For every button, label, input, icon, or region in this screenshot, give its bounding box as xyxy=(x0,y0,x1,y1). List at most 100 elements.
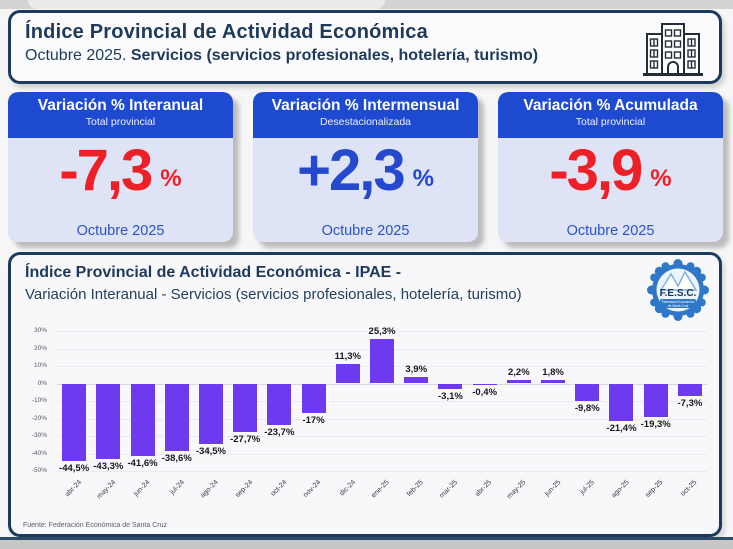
top-strip xyxy=(0,0,733,9)
x-tick-label: dic-24 xyxy=(338,479,357,498)
x-tick-label: jun-24 xyxy=(132,479,152,498)
percent-sign: % xyxy=(412,165,434,192)
x-tick-label: ene-25 xyxy=(370,479,391,500)
kpi-card-header: Variación % Intermensual Desestacionaliz… xyxy=(253,92,478,138)
kpi-card-acumulada: Variación % Acumulada Total provincial -… xyxy=(498,92,723,242)
x-tick-label: jul-25 xyxy=(579,479,597,497)
kpi-body: +2,3% Octubre 2025 xyxy=(253,142,478,242)
svg-text:F.E.S.C.: F.E.S.C. xyxy=(660,288,697,299)
x-tick-label: ago-25 xyxy=(610,479,631,500)
page-subtitle-sector: Servicios (servicios profesionales, hote… xyxy=(130,47,539,64)
x-tick-label: sep-25 xyxy=(644,479,665,500)
bar-value-label: -38,6% xyxy=(161,453,192,465)
bar-nov-24 xyxy=(301,383,326,414)
bar-value-label: -34,5% xyxy=(195,445,226,457)
kpi-value: -7,3% xyxy=(59,138,182,203)
bar-value-label: -0,4% xyxy=(472,386,498,398)
chart-panel: Índice Provincial de Actividad Económica… xyxy=(8,252,722,537)
bar-value-label: -3,1% xyxy=(437,390,463,402)
page-title: Índice Provincial de Actividad Económica xyxy=(25,21,428,43)
kpi-title: Variación % Acumulada xyxy=(523,97,698,114)
bar-dic-24 xyxy=(335,363,360,384)
gridline xyxy=(57,436,707,437)
x-tick-label: ago-24 xyxy=(199,479,220,500)
fesc-logo: F.E.S.C. Federación Económica de Santa C… xyxy=(647,259,709,321)
kpi-period: Octubre 2025 xyxy=(566,223,655,239)
bar-value-label: 25,3% xyxy=(368,326,396,338)
gridline xyxy=(57,331,707,332)
bar-jun-25 xyxy=(541,380,566,384)
bottom-rule xyxy=(0,537,733,540)
kpi-card-header: Variación % Acumulada Total provincial xyxy=(498,92,723,138)
y-tick-label: -20% xyxy=(31,414,47,422)
x-tick-label: mar-25 xyxy=(438,479,460,500)
page-subtitle: Octubre 2025. Servicios (servicios profe… xyxy=(25,47,707,65)
bar-ene-25 xyxy=(370,339,394,384)
bar-ago-24 xyxy=(198,383,223,444)
building-icon xyxy=(643,23,703,76)
kpi-value: +2,3% xyxy=(297,138,434,203)
bar-value-label: -7,3% xyxy=(677,398,703,410)
bar-abr-24 xyxy=(62,383,87,462)
bar-oct-25 xyxy=(677,383,702,397)
top-pill-decoration xyxy=(28,0,385,9)
bar-value-label: 2,2% xyxy=(508,366,530,378)
x-tick-label: jun-25 xyxy=(543,479,562,498)
bar-may-24 xyxy=(96,383,121,460)
kpi-title: Variación % Intermensual xyxy=(271,97,460,114)
x-tick-label: oct-25 xyxy=(680,479,699,498)
percent-sign: % xyxy=(160,165,182,192)
kpi-body: -3,9% Octubre 2025 xyxy=(498,142,723,242)
gridline xyxy=(57,418,707,420)
kpi-body: -7,3% Octubre 2025 xyxy=(8,142,233,242)
bar-ago-25 xyxy=(609,383,634,421)
bar-value-label: -17% xyxy=(302,415,325,427)
bar-feb-25 xyxy=(404,376,429,384)
kpi-subtitle: Desestacionalizada xyxy=(319,116,412,128)
x-tick-label: jul-24 xyxy=(168,479,186,497)
bar-abr-25 xyxy=(472,383,497,385)
y-tick-label: 0% xyxy=(37,379,47,387)
chart-title: Índice Provincial de Actividad Económica… xyxy=(25,264,402,281)
bar-value-label: -44,5% xyxy=(59,463,90,475)
kpi-subtitle: Total provincial xyxy=(85,116,156,128)
kpi-card-header: Variación % Interanual Total provincial xyxy=(8,92,233,138)
bar-value-label: 1,8% xyxy=(542,367,564,379)
y-tick-label: -10% xyxy=(31,397,47,404)
source-note: Fuente: Federación Económica de Santa Cr… xyxy=(23,522,167,529)
bar-chart-plot: -44,5% -43,3% -41,6% -38,6% -34,5% -27,7% -23,… xyxy=(57,326,707,475)
bar-value-label: -23,7% xyxy=(264,426,295,438)
kpi-card-intermensual: Variación % Intermensual Desestacionaliz… xyxy=(253,92,478,242)
kpi-card-interanual: Variación % Interanual Total provincial … xyxy=(8,92,233,242)
kpi-period: Octubre 2025 xyxy=(76,223,165,239)
bar-value-label: -9,8% xyxy=(574,402,600,414)
bar-jul-24 xyxy=(164,383,189,452)
bar-oct-24 xyxy=(267,383,292,425)
bar-jul-25 xyxy=(575,383,600,401)
svg-text:Federación Económica: Federación Económica xyxy=(662,300,695,304)
x-tick-label: may-25 xyxy=(506,479,528,501)
bar-value-label: -19,3% xyxy=(640,419,671,431)
bar-jun-24 xyxy=(130,383,155,457)
percent-sign: % xyxy=(650,165,672,192)
x-tick-label: feb-25 xyxy=(406,479,426,498)
x-tick-label: oct-24 xyxy=(269,479,289,498)
kpi-value: -3,9% xyxy=(549,138,672,203)
y-tick-label: -40% xyxy=(31,449,47,457)
kpi-subtitle: Total provincial xyxy=(575,116,646,128)
x-tick-label: may-24 xyxy=(95,479,118,501)
bar-value-label: -21,4% xyxy=(606,422,637,434)
y-tick-label: 30% xyxy=(33,327,47,334)
y-tick-label: -50% xyxy=(31,467,47,474)
gridline xyxy=(57,401,707,402)
svg-text:de Santa Cruz: de Santa Cruz xyxy=(668,304,689,308)
y-tick-label: 20% xyxy=(33,344,47,352)
bar-may-25 xyxy=(506,379,531,384)
x-axis: abr-24 may-24 jun-24 jul-24 ago-24 sep-24 oct-… xyxy=(57,473,707,519)
chart-subtitle: Variación Interanual - Servicios (servic… xyxy=(25,286,522,303)
gridline xyxy=(57,383,707,385)
bar-value-label: -41,6% xyxy=(127,458,158,470)
gridline xyxy=(57,471,707,472)
x-tick-label: abr-25 xyxy=(474,479,494,499)
